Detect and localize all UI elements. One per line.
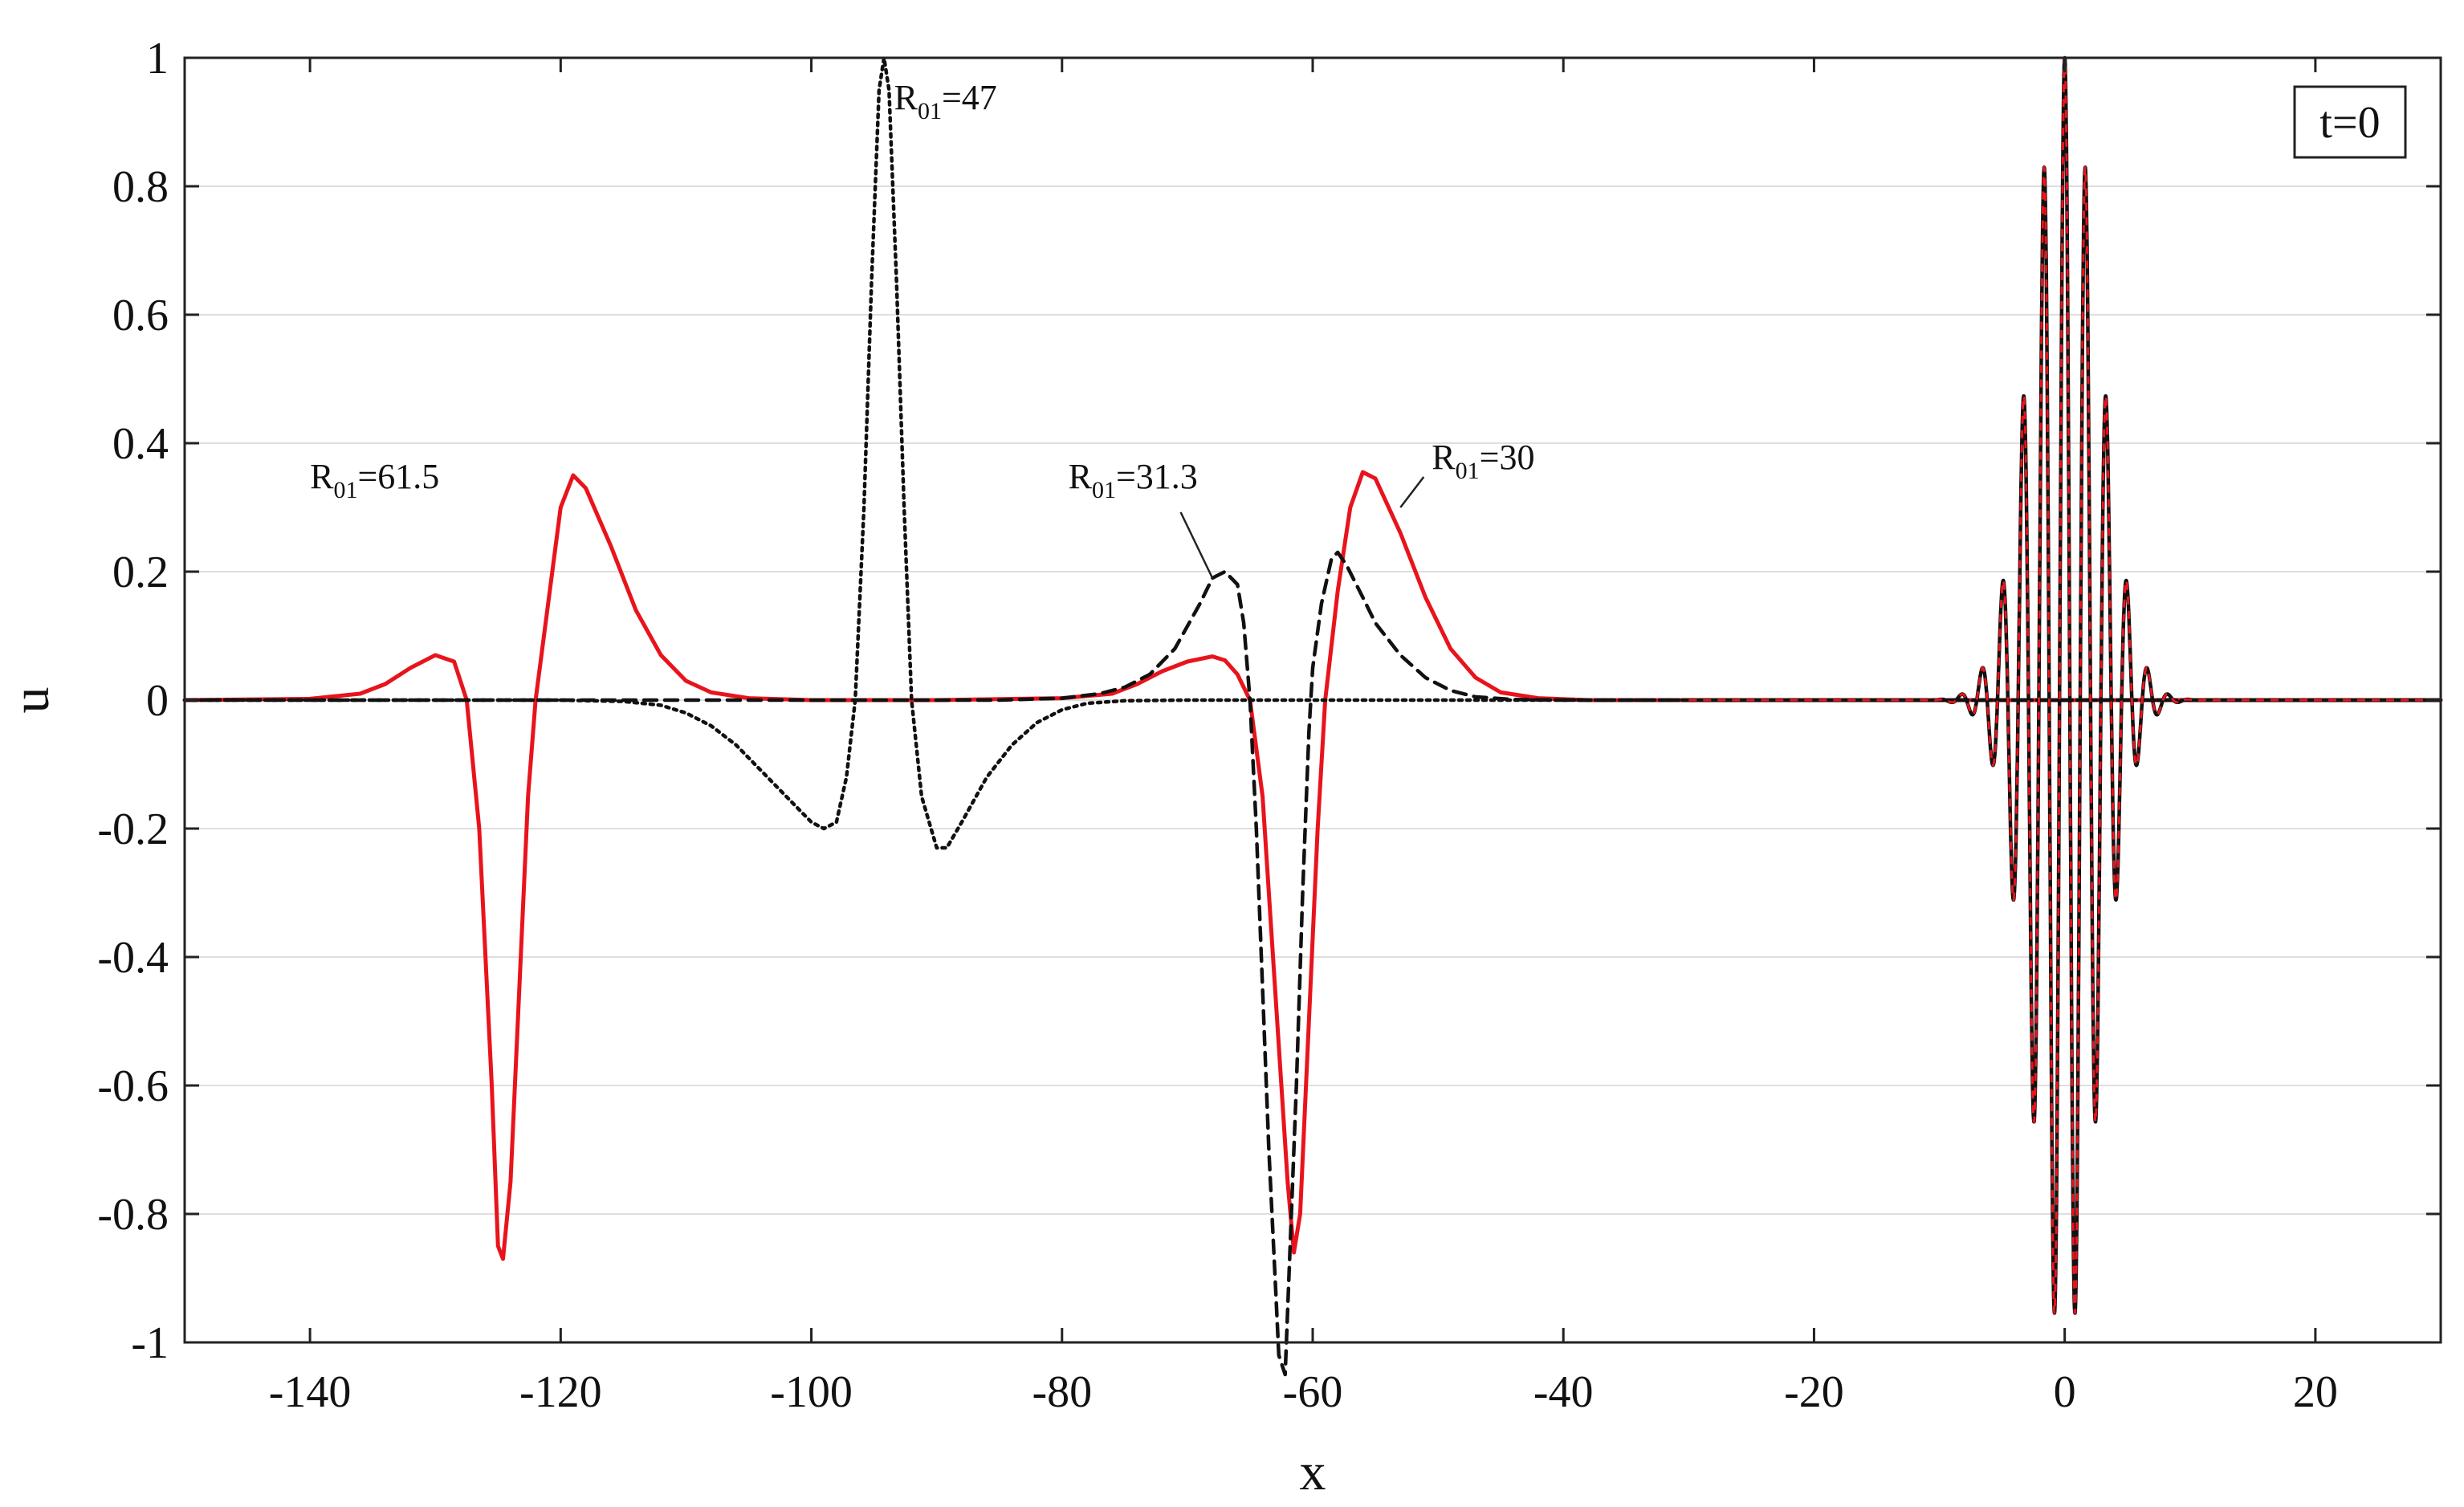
x-tick-label: -140 bbox=[269, 1367, 352, 1417]
y-tick-label: 0.4 bbox=[112, 419, 169, 469]
series-annotation: R01=47 bbox=[894, 78, 997, 124]
time-label: t=0 bbox=[2319, 98, 2380, 148]
annotation-subscript: 01 bbox=[918, 98, 942, 124]
x-tick-label: 0 bbox=[2054, 1367, 2076, 1417]
annotation-leader bbox=[1399, 476, 1425, 508]
time-label-frame bbox=[2293, 85, 2407, 159]
y-tick-label: -0.8 bbox=[97, 1190, 169, 1240]
annotation-subscript: 01 bbox=[1092, 477, 1116, 503]
annotation-subscript: 01 bbox=[333, 477, 357, 503]
x-tick-label: -80 bbox=[1032, 1367, 1092, 1417]
y-tick-label: -0.2 bbox=[97, 804, 169, 854]
annotation-leader bbox=[1179, 511, 1214, 579]
annotation-symbol: R bbox=[1069, 457, 1093, 496]
axis-ticks: -1 -0.8 -0.6 -0.4 -0.2 0 0.2 0.4 0.6 0.8 1 -140 -120… bbox=[97, 34, 2441, 1417]
y-tick-label: 0.2 bbox=[112, 548, 169, 597]
y-tick-label: 0.6 bbox=[112, 291, 169, 340]
series-annotation: R01=30 bbox=[1432, 438, 1534, 484]
annotation-value: =61.5 bbox=[357, 457, 439, 496]
series-annotation: R01=31.3 bbox=[1069, 457, 1198, 503]
y-tick-label: -1 bbox=[131, 1318, 169, 1368]
x-tick-label: 20 bbox=[2293, 1367, 2338, 1417]
y-axis-title: u bbox=[2, 687, 60, 714]
series-annotation: R01=61.5 bbox=[310, 457, 439, 503]
annotation-value: =47 bbox=[942, 78, 997, 117]
x-tick-label: -20 bbox=[1784, 1367, 1844, 1417]
x-tick-label: -100 bbox=[770, 1367, 853, 1417]
y-tick-label: -0.6 bbox=[97, 1061, 169, 1111]
y-tick-label: 1 bbox=[146, 34, 169, 83]
series-line-dashed bbox=[182, 550, 2443, 1377]
x-tick-label: -120 bbox=[519, 1367, 602, 1417]
y-tick-label: 0.8 bbox=[112, 162, 169, 212]
y-tick-label: 0 bbox=[146, 676, 169, 726]
time-label-box: t=0 bbox=[2293, 85, 2407, 159]
annotation-value: =31.3 bbox=[1116, 457, 1198, 496]
x-axis-title: x bbox=[1300, 1443, 1326, 1501]
annotation-value: =30 bbox=[1480, 438, 1535, 477]
annotation-subscript: 01 bbox=[1456, 458, 1480, 484]
annotation-symbol: R bbox=[310, 457, 334, 496]
annotation-symbol: R bbox=[894, 78, 918, 117]
annotation-symbol: R bbox=[1432, 438, 1456, 477]
series-line-dotted bbox=[182, 55, 2443, 850]
y-tick-label: -0.4 bbox=[97, 933, 169, 983]
x-tick-label: -40 bbox=[1533, 1367, 1594, 1417]
x-tick-label: -60 bbox=[1283, 1367, 1343, 1417]
